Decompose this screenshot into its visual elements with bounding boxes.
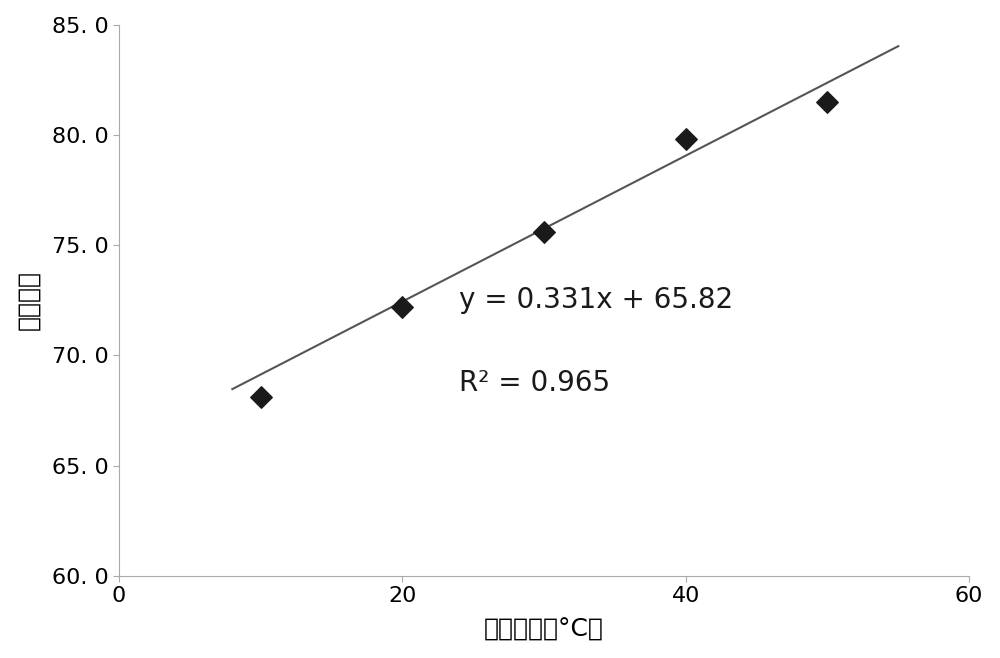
X-axis label: 压实温度（°C）: 压实温度（°C） [484, 617, 604, 642]
Point [536, 226, 552, 237]
Point [394, 301, 410, 312]
Point [253, 392, 269, 403]
Text: y = 0.331x + 65.82: y = 0.331x + 65.82 [459, 286, 733, 315]
Point [819, 97, 835, 107]
Point [678, 134, 694, 145]
Y-axis label: 回归系数: 回归系数 [17, 270, 41, 330]
Text: R² = 0.965: R² = 0.965 [459, 369, 610, 397]
